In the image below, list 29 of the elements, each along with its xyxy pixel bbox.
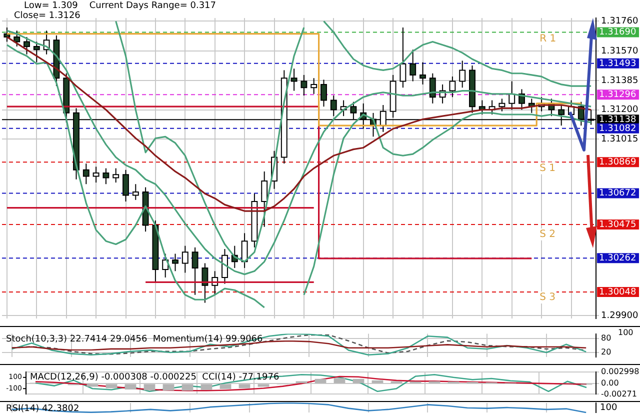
ref-line-label: 1.31690 [599,28,636,38]
y-tick-label: 0.002998 [601,366,640,376]
y-tick-label: 1.31200 [601,105,638,116]
y-tick-label: -0.00271 [601,389,637,398]
ref-line-label: 1.31138 [599,114,636,125]
annotation: S 1 [540,162,556,174]
y-tick-label: 1.31015 [601,134,638,144]
ref-line-label: 1.31082 [599,124,636,134]
annotation: Close= 1.3126 [14,10,81,21]
annotation: S 2 [540,229,556,240]
annotation: S 3 [540,292,556,304]
y-tick-label: 1.31385 [601,76,638,86]
ref-line-label: 1.30048 [599,287,636,298]
ref-line-label: 1.31493 [599,58,636,69]
y-tick-label: 1.29900 [601,310,638,321]
ref-line-label: 1.30475 [599,220,636,230]
y-tick-label: 80 [601,334,612,343]
ref-line-label: 1.30869 [599,157,636,168]
y-tick-label: 0.00 [601,378,619,388]
y-tick-label: 1.31570 [601,46,638,57]
y-tick-label: 1.31760 [601,16,638,27]
ref-line-label: 1.31296 [599,90,636,100]
text: 100 [618,328,634,338]
annotation: R 1 [540,34,556,45]
y-tick-label: 20 [601,348,612,357]
ref-line-label: 1.30262 [599,254,636,264]
ref-line-label: 1.30672 [599,188,636,199]
text: Low= 1.309 Current Days Range= 0.317 [24,0,216,11]
text: 100 [600,402,618,413]
